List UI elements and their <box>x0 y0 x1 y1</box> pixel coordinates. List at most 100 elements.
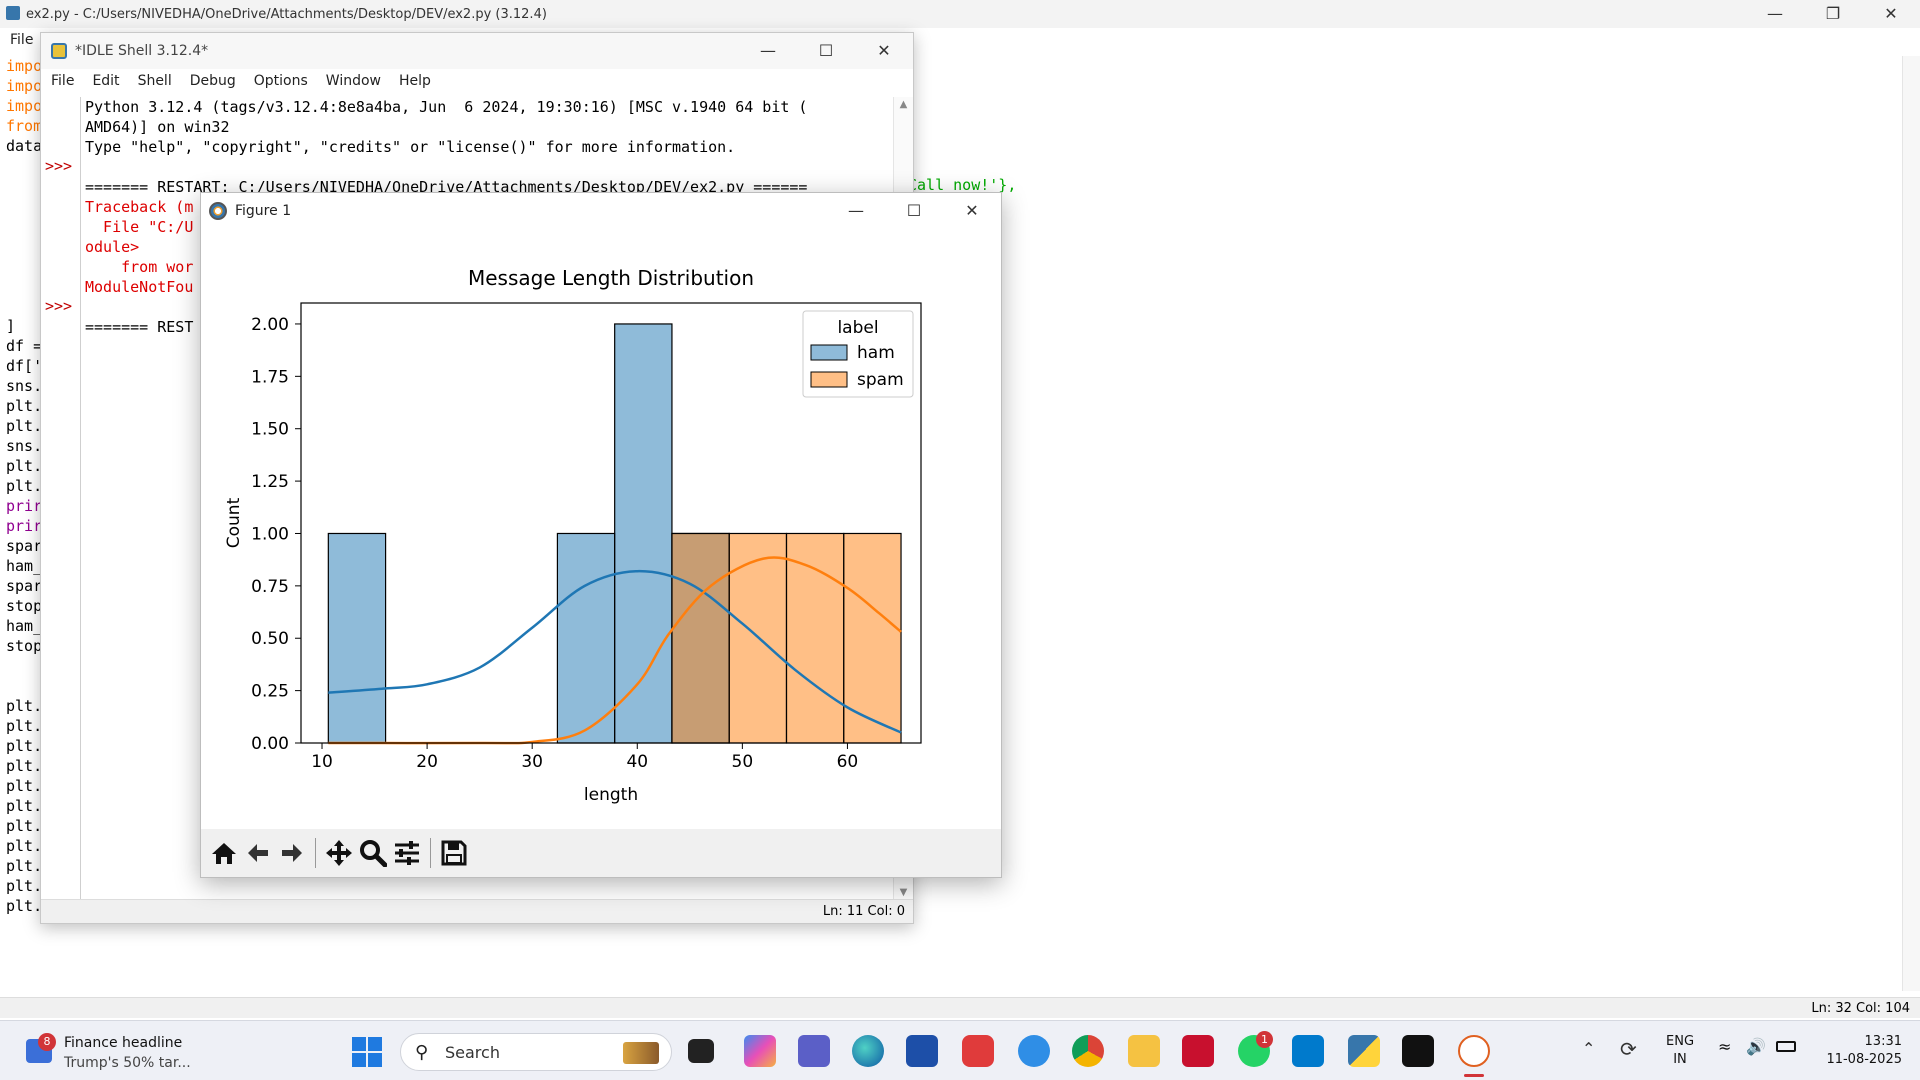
figure-window: Figure 1 — ☐ ✕ Message Length Distributi… <box>200 192 1002 878</box>
show-hidden-icons-icon[interactable]: ⌃ <box>1582 1039 1596 1058</box>
code-line: ] <box>6 317 16 335</box>
legend-swatch-spam <box>810 371 848 388</box>
language-label: ENG <box>1666 1034 1695 1049</box>
shell-output[interactable]: Python 3.12.4 (tags/v3.12.4:8e8a4ba, Jun… <box>85 97 885 900</box>
restore-button[interactable]: ❐ <box>1825 4 1841 23</box>
menu-file[interactable]: File <box>51 73 75 89</box>
code-line: spar <box>6 537 43 555</box>
menu-file[interactable]: File <box>10 32 34 48</box>
editor-code-area[interactable]: impo impo impo from data] df = df[' sns. plt. plt… <box>6 56 96 916</box>
taskbar-search[interactable]: ⚲ Search <box>400 1033 672 1071</box>
configure-icon[interactable] <box>390 836 424 870</box>
python-idle-icon[interactable] <box>1348 1035 1380 1067</box>
shell-line: File "C:/U <box>85 218 194 236</box>
code-line: data <box>6 137 43 155</box>
menu-shell[interactable]: Shell <box>137 73 172 89</box>
code-line: sns. <box>6 437 43 455</box>
code-line: plt. <box>6 777 43 795</box>
minimize-button[interactable]: — <box>1767 4 1783 23</box>
code-line: plt. <box>6 817 43 835</box>
teams-icon[interactable] <box>798 1035 830 1067</box>
terminal-icon[interactable] <box>1402 1035 1434 1067</box>
zoom-icon[interactable] <box>356 836 390 870</box>
shell-menubar: File Edit Shell Debug Options Window Hel… <box>51 73 449 89</box>
store-icon[interactable] <box>906 1035 938 1067</box>
volume-icon[interactable]: 🔊 <box>1746 1037 1766 1056</box>
figure-title: Figure 1 <box>235 203 292 219</box>
matplotlib-figure-icon[interactable] <box>1458 1035 1490 1067</box>
office-icon[interactable] <box>962 1035 994 1067</box>
sync-icon[interactable]: ⟳ <box>1620 1037 1637 1061</box>
code-line: impo <box>6 97 43 115</box>
start-button[interactable] <box>352 1037 382 1067</box>
editor-status-bar: Ln: 32 Col: 104 <box>0 997 1920 1018</box>
close-button[interactable]: ✕ <box>965 201 979 220</box>
vscode-icon[interactable] <box>1292 1035 1324 1067</box>
bar-ham <box>327 532 387 744</box>
x-tick-label: 20 <box>416 752 438 772</box>
matplotlib-icon <box>209 202 227 220</box>
bars-group <box>327 323 902 744</box>
chart-title: Message Length Distribution <box>468 266 754 290</box>
shell-status-bar: Ln: 11 Col: 0 <box>41 899 913 923</box>
scroll-up-arrow[interactable]: ▲ <box>899 99 908 110</box>
editor-scrollbar[interactable] <box>1902 56 1920 991</box>
save-icon[interactable] <box>437 836 471 870</box>
news-title: Finance headline <box>64 1035 183 1051</box>
y-tick-label: 0.50 <box>251 629 289 649</box>
menu-debug[interactable]: Debug <box>189 73 236 89</box>
figure-titlebar[interactable]: Figure 1 — ☐ ✕ <box>201 193 1001 229</box>
menu-options[interactable]: Options <box>253 73 308 89</box>
whatsapp-badge: 1 <box>1256 1031 1273 1048</box>
maximize-button[interactable]: ☐ <box>906 201 922 220</box>
shell-line: ======= RESTART: C:/Users/NIVEDHA/OneDri… <box>85 178 808 196</box>
y-tick-label: 0.25 <box>251 682 289 702</box>
search-icon: ⚲ <box>415 1042 429 1063</box>
close-button[interactable]: ✕ <box>877 41 891 60</box>
maximize-button[interactable]: ☐ <box>818 41 834 60</box>
pan-icon[interactable] <box>322 836 356 870</box>
close-button[interactable]: ✕ <box>1884 4 1898 23</box>
code-line: prir <box>6 497 43 515</box>
shell-title: *IDLE Shell 3.12.4* <box>75 43 209 59</box>
code-line: ham_ <box>6 557 43 575</box>
x-tick-label: 50 <box>732 752 754 772</box>
menu-window[interactable]: Window <box>325 73 381 89</box>
minimize-button[interactable]: — <box>848 201 864 220</box>
scroll-down-arrow[interactable]: ▼ <box>899 887 908 898</box>
minimize-button[interactable]: — <box>760 41 776 60</box>
code-line: df[' <box>6 357 43 375</box>
idle-icon <box>51 43 67 59</box>
wifi-icon[interactable]: ≈ <box>1718 1037 1732 1056</box>
menu-help[interactable]: Help <box>399 73 431 89</box>
clock[interactable]: 13:31 11-08-2025 <box>1812 1033 1902 1069</box>
battery-icon[interactable] <box>1776 1041 1796 1052</box>
shell-prompt: >>> <box>45 157 73 175</box>
language-indicator[interactable]: ENG IN <box>1666 1033 1694 1069</box>
chrome-icon[interactable] <box>1072 1035 1104 1067</box>
copilot-icon[interactable] <box>744 1035 776 1067</box>
bar-ham <box>614 323 673 744</box>
news-badge: 8 <box>38 1033 56 1051</box>
news-widget[interactable]: 8 Finance headline Trump's 50% tar... <box>22 1029 222 1073</box>
back-icon[interactable] <box>241 836 275 870</box>
home-icon[interactable] <box>207 836 241 870</box>
settings-badge-icon[interactable] <box>1018 1035 1050 1067</box>
prompt-gutter: >>> >>> <box>41 97 81 900</box>
region-label: IN <box>1673 1052 1687 1067</box>
x-axis-label: length <box>584 785 638 805</box>
file-explorer-icon[interactable] <box>1128 1035 1160 1067</box>
menu-edit[interactable]: Edit <box>92 73 120 89</box>
code-line: from <box>6 117 43 135</box>
edge-icon[interactable] <box>852 1035 884 1067</box>
code-line: plt. <box>6 477 43 495</box>
mcafee-icon[interactable] <box>1182 1035 1214 1067</box>
forward-icon[interactable] <box>275 836 309 870</box>
clock-date: 11-08-2025 <box>1826 1052 1902 1067</box>
editor-titlebar[interactable]: ex2.py - C:/Users/NIVEDHA/OneDrive/Attac… <box>0 0 1920 28</box>
task-view-icon[interactable] <box>688 1039 714 1063</box>
legend-label-ham: ham <box>857 343 895 363</box>
code-line: plt. <box>6 837 43 855</box>
shell-titlebar[interactable]: *IDLE Shell 3.12.4* — ☐ ✕ <box>41 33 913 69</box>
code-line: plt. <box>6 797 43 815</box>
